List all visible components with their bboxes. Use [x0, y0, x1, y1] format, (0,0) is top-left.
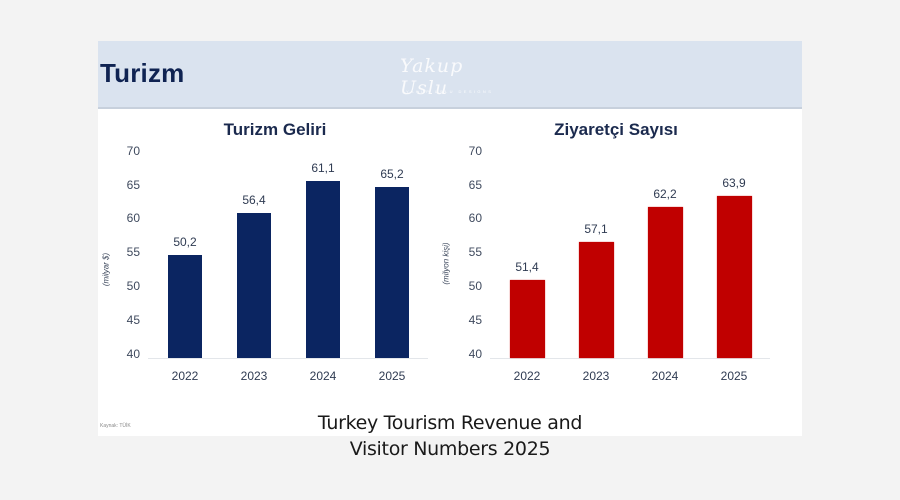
visitor-value-label: 51,4 — [515, 260, 539, 274]
visitor-y-tick: 50 — [468, 279, 482, 293]
visitor-x-axis-line — [490, 358, 770, 359]
source-note: Kaynak: TÜİK — [100, 423, 131, 429]
visitor-y-tick: 60 — [468, 211, 482, 225]
revenue-bar-2025 — [375, 187, 409, 358]
revenue-y-tick: 55 — [126, 245, 140, 259]
visitor-y-tick: 40 — [468, 347, 482, 361]
visitor-value-label: 63,9 — [722, 176, 746, 190]
revenue-x-tick: 2025 — [378, 369, 406, 383]
revenue-x-tick: 2024 — [309, 369, 337, 383]
visitor-x-tick: 2025 — [720, 369, 748, 383]
revenue-bar-2022 — [168, 255, 202, 358]
visitor-chart-title: Ziyaretçi Sayısı — [554, 120, 678, 139]
revenue-bar-2023 — [237, 213, 271, 358]
image-caption: Turkey Tourism Revenue and Visitor Numbe… — [250, 410, 650, 462]
visitor-x-tick: 2023 — [582, 369, 610, 383]
revenue-value-label: 65,2 — [380, 167, 404, 181]
watermark-logo: Yakup Uslu YAKUP USLU DESIGNS — [392, 53, 512, 99]
revenue-x-tick: 2023 — [240, 369, 268, 383]
visitor-bar-2025 — [717, 196, 752, 358]
slide-title: Turizm — [100, 58, 185, 88]
visitor-y-tick: 45 — [468, 313, 482, 327]
visitor-y-tick: 70 — [468, 144, 482, 158]
watermark-signature: Yakup Uslu — [400, 55, 464, 99]
revenue-x-tick: 2022 — [171, 369, 199, 383]
caption-line-2: Visitor Numbers 2025 — [349, 438, 551, 460]
slide: Turizm Yakup Uslu YAKUP USLU DESIGNS Tur… — [98, 41, 802, 436]
visitor-bar-2023 — [579, 242, 614, 358]
visitor-bar-2024 — [648, 207, 683, 358]
revenue-y-tick: 40 — [126, 347, 140, 361]
revenue-value-label: 61,1 — [311, 161, 335, 175]
visitor-value-label: 57,1 — [584, 222, 608, 236]
revenue-x-axis-line — [148, 358, 428, 359]
visitor-value-label: 62,2 — [653, 187, 677, 201]
revenue-chart-title: Turizm Geliri — [223, 120, 327, 139]
revenue-y-tick: 60 — [126, 211, 140, 225]
header-band: Turizm Yakup Uslu YAKUP USLU DESIGNS — [98, 41, 802, 109]
revenue-value-label: 50,2 — [173, 235, 197, 249]
revenue-y-tick: 65 — [126, 178, 140, 192]
revenue-y-tick: 50 — [126, 279, 140, 293]
revenue-y-axis-label: (milyar $) — [101, 252, 111, 287]
revenue-y-tick: 45 — [126, 313, 140, 327]
visitor-x-tick: 2022 — [513, 369, 541, 383]
revenue-y-tick: 70 — [126, 144, 140, 158]
revenue-value-label: 56,4 — [242, 193, 266, 207]
visitor-x-tick: 2024 — [651, 369, 679, 383]
visitor-y-tick: 55 — [468, 245, 482, 259]
visitor-bar-2022 — [510, 280, 545, 358]
visitor-y-axis-label: (milyon kişi) — [441, 242, 451, 285]
caption-line-1: Turkey Tourism Revenue and — [317, 412, 583, 434]
revenue-bar-2024 — [306, 181, 340, 358]
visitor-y-tick: 65 — [468, 178, 482, 192]
watermark-subtitle: YAKUP USLU DESIGNS — [406, 89, 494, 94]
